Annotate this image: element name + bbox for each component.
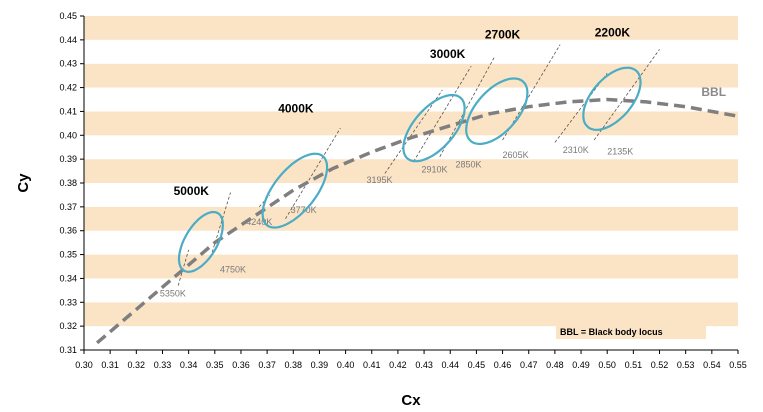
background-band (84, 87, 738, 112)
ellipse-2700K (465, 77, 529, 145)
x-tick-label: 0.52 (651, 360, 669, 370)
cct-labels: 5000K 4000K 3000K 2700K 2200K (174, 25, 631, 198)
x-tick-label: 0.46 (494, 360, 512, 370)
note-text: BBL = Black body locus (560, 327, 663, 337)
y-tick-label: 0.36 (59, 226, 77, 236)
ellipse-2200K (582, 66, 642, 131)
y-tick-labels: 0.31 0.32 0.33 0.34 0.35 0.36 0.37 0.38 0.39 0.40… (59, 11, 84, 355)
x-tick-label: 0.45 (468, 360, 486, 370)
x-tick-labels: 0.30 0.31 0.32 0.33 0.34 0.35 0.36 0.37 0.38 0.39… (75, 350, 747, 370)
x-tick-label: 0.55 (729, 360, 747, 370)
x-tick-label: 0.42 (389, 360, 407, 370)
black-body-locus-curve (95, 97, 739, 345)
x-tick-label: 0.30 (75, 360, 93, 370)
background-band (84, 63, 738, 88)
background-band (84, 159, 738, 183)
y-tick-label: 0.43 (59, 59, 77, 69)
note-background (556, 325, 706, 339)
plot-background-bands (84, 16, 738, 350)
y-axis-title: Cy (15, 173, 32, 193)
isotherm-label: 3770K (291, 205, 317, 215)
x-tick-label: 0.40 (337, 360, 355, 370)
y-tick-label: 0.33 (59, 297, 77, 307)
isotherm-label: 2605K (503, 150, 529, 160)
isotherm-label: 2310K (563, 145, 589, 155)
y-tick-label: 0.34 (59, 273, 77, 283)
background-band (84, 183, 738, 207)
x-tick-label: 0.31 (101, 360, 119, 370)
background-band (84, 39, 738, 64)
cct-label-5000K: 5000K (174, 184, 210, 198)
isotherm-label: 4240K (246, 217, 272, 227)
x-tick-label: 0.37 (258, 360, 276, 370)
background-band (84, 302, 738, 327)
background-band (84, 135, 738, 160)
x-tick-label: 0.44 (441, 360, 459, 370)
x-tick-label: 0.38 (285, 360, 303, 370)
background-band (84, 254, 738, 279)
x-tick-label: 0.43 (415, 360, 433, 370)
x-tick-label: 0.32 (128, 360, 146, 370)
background-band (84, 278, 738, 303)
ellipse-3000K (402, 93, 466, 163)
cct-label-2700K: 2700K (485, 28, 521, 42)
isotherm-line (285, 127, 341, 219)
y-tick-label: 0.32 (59, 321, 77, 331)
isotherm-label: 2135K (607, 146, 633, 156)
x-tick-label: 0.35 (206, 360, 224, 370)
isotherm-label: 2850K (455, 159, 481, 169)
isotherm-line (384, 89, 443, 174)
y-tick-label: 0.37 (59, 202, 77, 212)
y-tick-label: 0.40 (59, 130, 77, 140)
background-band (84, 111, 738, 136)
cct-label-2200K: 2200K (595, 25, 631, 39)
macadam-ellipses (177, 66, 642, 273)
ellipse-4000K (261, 152, 329, 229)
y-tick-label: 0.44 (59, 35, 77, 45)
isotherm-line (439, 56, 496, 157)
x-tick-label: 0.47 (520, 360, 538, 370)
isotherm-label: 4750K (220, 264, 246, 274)
isotherm-line (593, 49, 660, 141)
isotherm-label: 3195K (367, 175, 393, 185)
bbl-label: BBL (701, 85, 726, 99)
cct-label-4000K: 4000K (278, 102, 314, 116)
isotherm-line (502, 44, 561, 141)
cct-label-3000K: 3000K (430, 47, 466, 61)
x-axis-title: Cx (401, 392, 421, 409)
y-tick-label: 0.31 (59, 345, 77, 355)
x-tick-label: 0.49 (572, 360, 590, 370)
x-tick-label: 0.50 (598, 360, 616, 370)
y-tick-label: 0.35 (59, 250, 77, 260)
background-band (84, 206, 738, 231)
isotherm-label: 5350K (160, 288, 186, 298)
y-tick-label: 0.38 (59, 178, 77, 188)
x-tick-label: 0.48 (546, 360, 564, 370)
x-tick-label: 0.41 (363, 360, 381, 370)
isotherm-line (413, 65, 472, 162)
x-tick-label: 0.54 (703, 360, 721, 370)
x-tick-label: 0.34 (180, 360, 198, 370)
isotherm-label: 2910K (421, 164, 447, 174)
x-tick-label: 0.51 (625, 360, 643, 370)
x-tick-label: 0.53 (677, 360, 695, 370)
y-tick-label: 0.39 (59, 154, 77, 164)
isotherm-line (177, 249, 190, 286)
x-tick-label: 0.39 (311, 360, 329, 370)
y-tick-label: 0.45 (59, 11, 77, 21)
note-box: BBL = Black body locus (556, 325, 706, 339)
y-tick-label: 0.41 (59, 106, 77, 116)
x-tick-label: 0.36 (232, 360, 250, 370)
ellipse-5000K (177, 210, 224, 273)
background-band (84, 16, 738, 40)
background-band (84, 230, 738, 255)
y-tick-label: 0.42 (59, 83, 77, 93)
x-tick-label: 0.33 (154, 360, 172, 370)
